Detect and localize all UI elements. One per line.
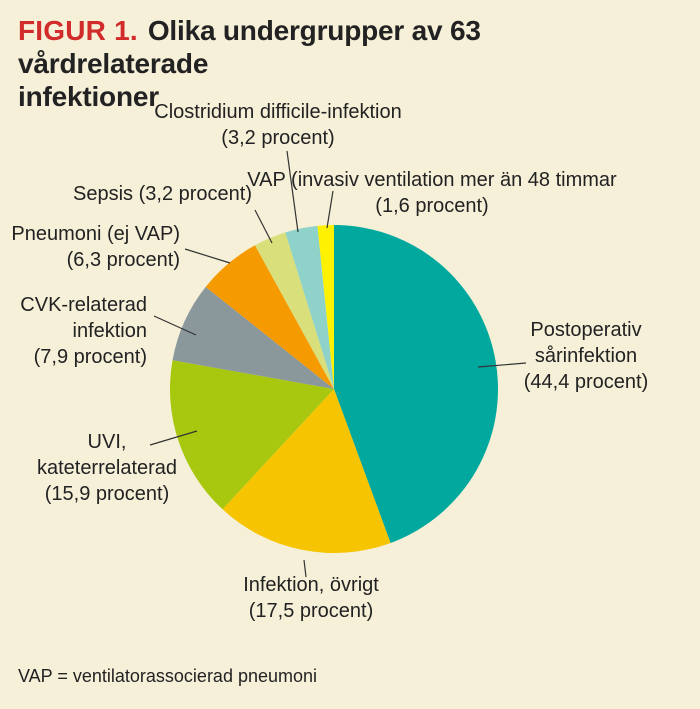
chart-footnote: VAP = ventilatorassocierad pneumoni [18, 666, 318, 686]
slice-label-line: Clostridium difficile-infektion [154, 101, 402, 123]
slice-label-3: UVI, kateterrelaterad (15,9 procent) [37, 431, 177, 505]
slice-label-line: (44,4 procent) [524, 371, 649, 393]
slice-label-4: CVK-relaterad infektion (7,9 procent) [20, 294, 147, 368]
chart-title-line-1: FIGUR 1. Olika undergrupper av 63 vårdrel… [18, 14, 678, 80]
slice-label-line: Pneumoni (ej VAP) [11, 223, 180, 245]
leader-line-6 [254, 209, 273, 244]
pie-slice-3 [170, 360, 334, 510]
slice-label-line: infektion [73, 320, 148, 342]
slice-label-6: Sepsis (3,2 procent) [73, 183, 252, 205]
slice-label-line: UVI, [88, 431, 127, 453]
pie-slice-2 [222, 389, 391, 553]
leader-line-4 [153, 315, 197, 336]
pie-slice-1 [334, 225, 498, 543]
figure-label: FIGUR 1. [18, 15, 138, 46]
leader-line-7 [286, 150, 299, 233]
leader-line-3 [149, 430, 198, 446]
leader-line-1 [477, 362, 527, 368]
chart-title-line-2: infektioner [18, 81, 159, 113]
leader-line-2 [303, 559, 307, 578]
slice-label-line: Postoperativ [530, 319, 641, 341]
leader-line-5 [184, 248, 231, 264]
slice-label-line: VAP (invasiv ventilation mer än 48 timma… [247, 169, 617, 191]
pie-slice-4 [172, 286, 334, 389]
slice-label-line: (7,9 procent) [34, 346, 147, 368]
slice-label-line: Sepsis (3,2 procent) [73, 183, 252, 205]
slice-label-line: (17,5 procent) [249, 600, 374, 622]
slice-label-2: Infektion, övrigt (17,5 procent) [243, 574, 379, 622]
pie-slice-7 [285, 225, 334, 389]
slice-label-5: Pneumoni (ej VAP) (6,3 procent) [11, 223, 180, 271]
chart-title-text-1: Olika undergrupper av 63 vårdrelaterade [18, 15, 481, 80]
slice-label-line: sårinfektion [535, 345, 637, 367]
slice-label-7: Clostridium difficile-infektion (3,2 proc… [154, 101, 402, 149]
pie-slice-8 [317, 225, 334, 389]
chart-title-block: FIGUR 1. Olika undergrupper av 63 vårdrel… [18, 14, 678, 113]
slice-label-line: Infektion, övrigt [243, 574, 379, 596]
slice-label-line: (6,3 procent) [67, 249, 180, 271]
slice-label-line: kateterrelaterad [37, 457, 177, 479]
slice-label-line: CVK-relaterad [20, 294, 147, 316]
slice-label-line: (3,2 procent) [221, 127, 334, 149]
leader-line-8 [326, 190, 334, 229]
slice-label-line: (15,9 procent) [45, 483, 170, 505]
slice-label-1: Postoperativ sårinfektion (44,4 procent) [524, 319, 649, 393]
slice-label-8: VAP (invasiv ventilation mer än 48 timma… [247, 169, 617, 217]
pie-slice-6 [254, 232, 334, 389]
slice-label-line: (1,6 procent) [375, 195, 488, 217]
pie-slice-5 [205, 245, 334, 389]
